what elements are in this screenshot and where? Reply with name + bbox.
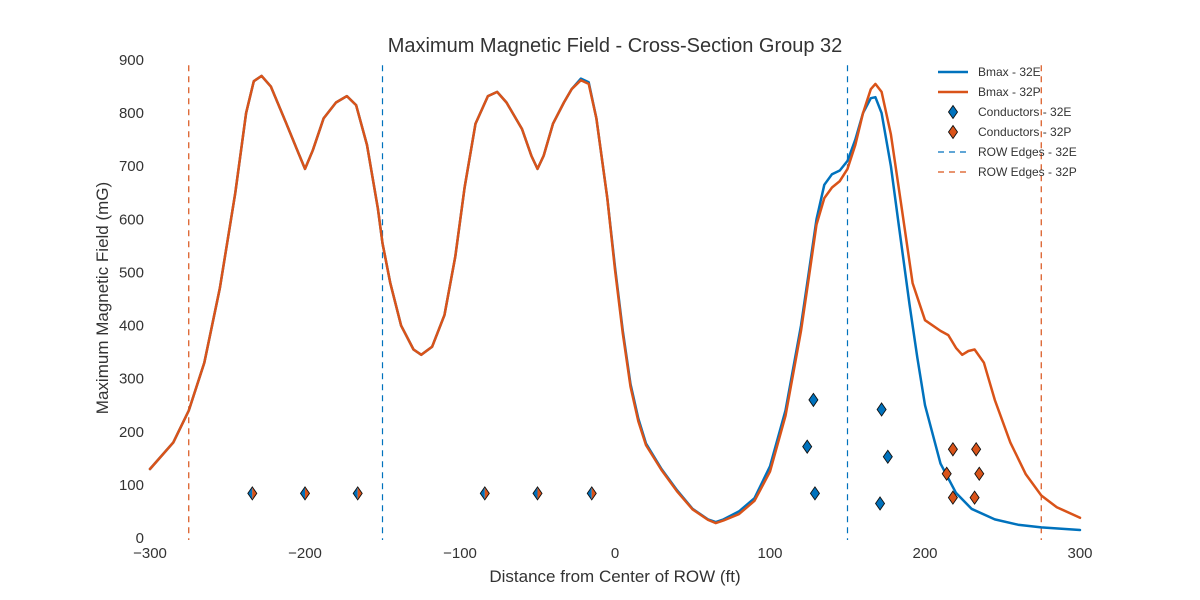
conductor-marker-left-half — [353, 486, 358, 500]
conductor-marker-outline — [352, 486, 363, 501]
legend-swatch-diamond — [947, 104, 959, 120]
conductor-marker — [247, 486, 258, 501]
y-tick-label: 300 — [119, 371, 144, 388]
y-axis-label: Maximum Magnetic Field (mG) — [93, 182, 112, 414]
x-axis-ticks: −300 −200 −100 0 100 200 300 — [133, 545, 1092, 562]
conductor-marker — [802, 439, 813, 454]
conductor-marker-left-half — [480, 486, 485, 500]
legend-label: Bmax - 32E — [978, 65, 1041, 79]
y-tick-label: 900 — [119, 52, 144, 69]
series-lines — [148, 74, 1082, 532]
conductor-marker-outline — [479, 486, 490, 501]
x-tick-label: 0 — [611, 545, 619, 562]
x-tick-label: −200 — [288, 545, 322, 562]
conductor-marker — [969, 490, 980, 505]
legend-label: Conductors - 32P — [978, 125, 1071, 139]
conductor-marker — [299, 486, 311, 501]
conductor-marker-outline — [586, 486, 597, 501]
series-line — [148, 74, 1082, 532]
y-tick-label: 0 — [136, 530, 144, 547]
conductor-marker — [971, 442, 982, 457]
x-tick-label: 100 — [757, 545, 782, 562]
conductor-marker — [974, 466, 985, 482]
conductor-marker — [532, 486, 543, 501]
x-tick-label: 300 — [1067, 545, 1092, 562]
conductor-marker-right-half — [305, 486, 310, 500]
conductor-marker-left-half — [533, 486, 538, 500]
y-tick-label: 800 — [119, 105, 144, 122]
conductor-marker-outline — [247, 486, 258, 501]
chart-title: Maximum Magnetic Field - Cross-Section G… — [388, 35, 843, 57]
conductor-marker-left-half — [247, 486, 253, 500]
conductor-marker-right-half — [537, 486, 542, 500]
conductor-marker-right-half — [252, 486, 257, 500]
conductor-marker — [808, 392, 819, 408]
series-line — [148, 74, 1082, 525]
y-tick-label: 100 — [119, 477, 144, 494]
legend-label: Bmax - 32P — [978, 85, 1041, 99]
conductor-markers — [247, 392, 985, 511]
row-edge-lines — [188, 65, 1042, 540]
legend-swatch-diamond — [947, 124, 959, 140]
conductor-marker — [947, 490, 958, 505]
y-tick-label: 600 — [119, 211, 144, 228]
conductor-marker-right-half — [357, 486, 363, 500]
conductor-marker — [941, 466, 952, 482]
y-tick-label: 200 — [119, 424, 144, 441]
y-tick-label: 400 — [119, 318, 144, 335]
conductor-marker-right-half — [484, 486, 490, 500]
legend: Bmax - 32E Bmax - 32P Conductors - 32E Cond… — [938, 65, 1077, 179]
conductor-marker — [809, 486, 820, 501]
conductor-marker — [947, 442, 958, 457]
x-axis-label: Distance from Center of ROW (ft) — [489, 567, 740, 586]
x-tick-label: −300 — [133, 545, 167, 562]
x-tick-label: −100 — [443, 545, 477, 562]
conductor-marker-outline — [299, 486, 311, 501]
conductor-marker-left-half — [300, 486, 305, 500]
y-tick-label: 700 — [119, 158, 144, 175]
legend-label: ROW Edges - 32P — [978, 165, 1077, 179]
y-axis-ticks: 0 100 200 300 400 500 600 700 800 900 — [119, 52, 144, 547]
conductor-marker — [882, 449, 893, 465]
conductor-marker — [876, 402, 887, 417]
conductor-marker — [586, 486, 597, 501]
conductor-marker — [352, 486, 363, 501]
legend-label: ROW Edges - 32E — [978, 145, 1077, 159]
conductor-marker — [479, 486, 490, 501]
conductor-marker-right-half — [591, 486, 597, 500]
y-tick-label: 500 — [119, 264, 144, 281]
conductor-marker-left-half — [587, 486, 592, 500]
legend-label: Conductors - 32E — [978, 105, 1071, 119]
conductor-marker-outline — [532, 486, 543, 501]
conductor-marker — [875, 496, 886, 511]
x-tick-label: 200 — [912, 545, 937, 562]
